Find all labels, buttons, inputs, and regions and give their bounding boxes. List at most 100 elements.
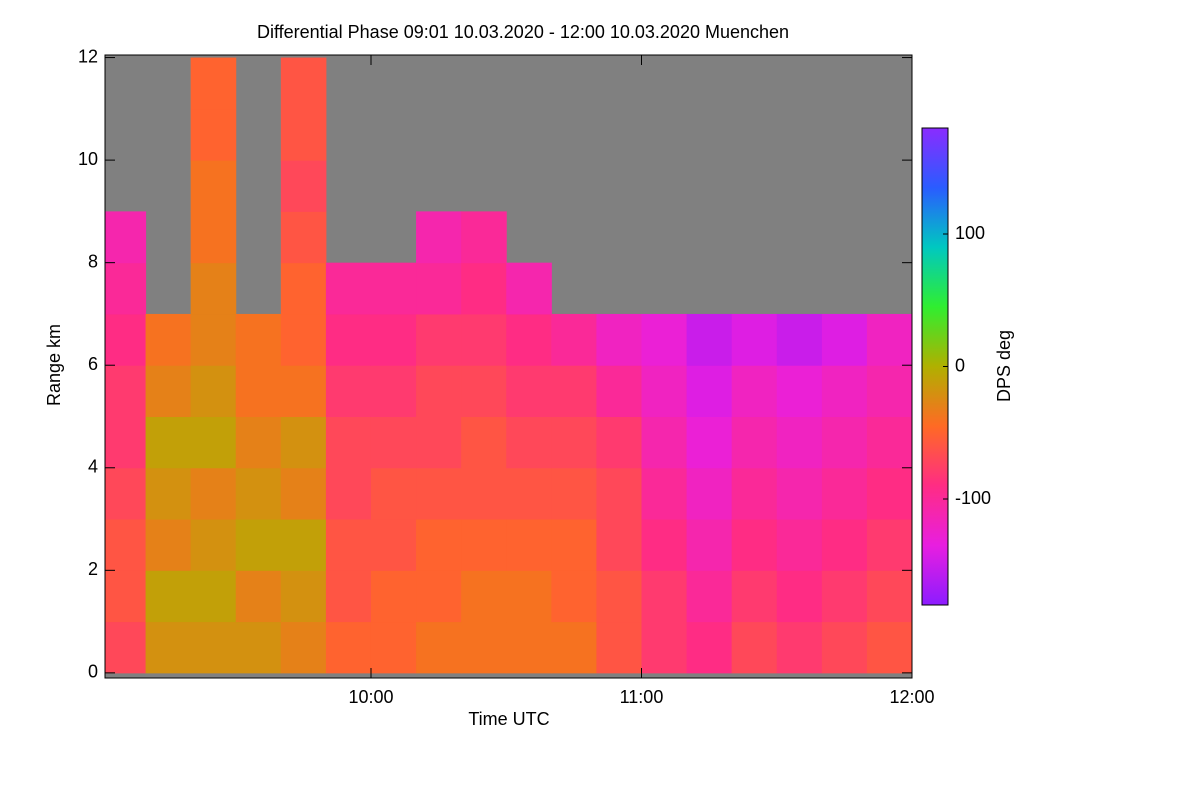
colorbar-tick-label: -100	[955, 488, 991, 508]
heatmap-cell	[596, 570, 642, 623]
heatmap-cell	[821, 416, 868, 469]
heatmap-cell	[105, 621, 147, 674]
heatmap-cell	[280, 621, 327, 674]
heatmap-cell	[190, 57, 237, 110]
heatmap-cell	[145, 365, 192, 417]
heatmap-cell	[596, 313, 642, 366]
heatmap-cell	[641, 313, 688, 366]
heatmap-cell	[461, 570, 507, 623]
y-tick-label: 4	[88, 457, 98, 477]
heatmap-cell	[506, 519, 552, 571]
heatmap-cell	[551, 519, 597, 571]
heatmap-cell	[461, 519, 507, 571]
heatmap-cell	[190, 519, 237, 571]
heatmap-cell	[325, 262, 372, 315]
heatmap-cell	[821, 313, 868, 366]
heatmap-cell	[821, 570, 868, 623]
heatmap-cell	[370, 365, 417, 417]
heatmap-cell	[370, 570, 417, 623]
heatmap-cell	[190, 108, 237, 161]
heatmap-cell	[596, 416, 642, 469]
heatmap-cell	[821, 467, 868, 520]
heatmap-cell	[641, 621, 688, 674]
heatmap-cell	[731, 621, 778, 674]
heatmap-cell	[776, 621, 823, 674]
heatmap-cell	[190, 621, 237, 674]
heatmap-cell	[190, 313, 237, 366]
heatmap-cell	[416, 211, 462, 264]
heatmap-cell	[461, 313, 507, 366]
heatmap-cell	[821, 365, 868, 417]
heatmap-cell	[235, 570, 282, 623]
heatmap-cell	[145, 416, 192, 469]
y-tick-label: 6	[88, 354, 98, 374]
y-tick-label: 0	[88, 662, 98, 682]
heatmap-cell	[866, 519, 913, 571]
heatmap-cell	[370, 262, 417, 315]
heatmap-cell	[280, 467, 327, 520]
heatmap-cell	[731, 519, 778, 571]
heatmap-cell	[776, 365, 823, 417]
colorbar-label: DPS deg	[994, 330, 1014, 402]
heatmap-cell	[776, 519, 823, 571]
heatmap-cell	[461, 211, 507, 264]
heatmap-cell	[280, 108, 327, 161]
heatmap-cell	[105, 416, 147, 469]
heatmap-cell	[190, 262, 237, 315]
heatmap-cell	[551, 313, 597, 366]
heatmap-cell	[686, 416, 733, 469]
heatmap-cell	[416, 467, 462, 520]
heatmap-cell	[731, 313, 778, 366]
heatmap-cell	[190, 160, 237, 212]
heatmap-cell	[506, 262, 552, 315]
heatmap-cell	[506, 570, 552, 623]
heatmap-cell	[235, 621, 282, 674]
x-tick-label: 10:00	[348, 687, 393, 707]
x-tick-label: 11:00	[620, 687, 664, 707]
heatmap-cell	[416, 262, 462, 315]
heatmap-cell	[506, 313, 552, 366]
heatmap-cell	[190, 570, 237, 623]
heatmap-cell	[461, 365, 507, 417]
plot-frame	[104, 54, 913, 679]
colorbar-tick-label: 0	[955, 355, 965, 375]
x-tick-label: 12:00	[889, 687, 934, 707]
heatmap-cell	[686, 313, 733, 366]
heatmap-cell	[686, 467, 733, 520]
heatmap-cell	[461, 416, 507, 469]
heatmap-cell	[370, 621, 417, 674]
heatmap-cell	[866, 416, 913, 469]
heatmap-cell	[325, 621, 372, 674]
heatmap-cell	[776, 570, 823, 623]
heatmap-cell	[280, 57, 327, 110]
heatmap-cell	[145, 570, 192, 623]
heatmap-cell	[731, 467, 778, 520]
x-axis-label: Time UTC	[468, 709, 549, 729]
heatmap-cell	[596, 467, 642, 520]
heatmap-cell	[641, 570, 688, 623]
heatmap-cell	[731, 416, 778, 469]
heatmap-cell	[325, 519, 372, 571]
heatmap-cell	[235, 313, 282, 366]
heatmap-cell	[821, 621, 868, 674]
heatmap-cell	[641, 467, 688, 520]
y-tick-label: 12	[78, 46, 98, 66]
heatmap-cell	[866, 570, 913, 623]
heatmap-cell	[280, 211, 327, 264]
heatmap-cell	[596, 365, 642, 417]
heatmap-cell	[461, 262, 507, 315]
heatmap-cell	[280, 160, 327, 212]
y-tick-label: 10	[78, 149, 98, 169]
heatmap-cell	[551, 467, 597, 520]
chart-title: Differential Phase 09:01 10.03.2020 - 12…	[257, 22, 789, 42]
heatmap-cell	[370, 416, 417, 469]
heatmap-cell	[235, 519, 282, 571]
heatmap-cell	[641, 519, 688, 571]
heatmap-cell	[686, 621, 733, 674]
heatmap-cell	[416, 416, 462, 469]
heatmap-cell	[731, 365, 778, 417]
heatmap-cell	[280, 365, 327, 417]
heatmap-cell	[280, 262, 327, 315]
heatmap-cell	[105, 570, 147, 623]
